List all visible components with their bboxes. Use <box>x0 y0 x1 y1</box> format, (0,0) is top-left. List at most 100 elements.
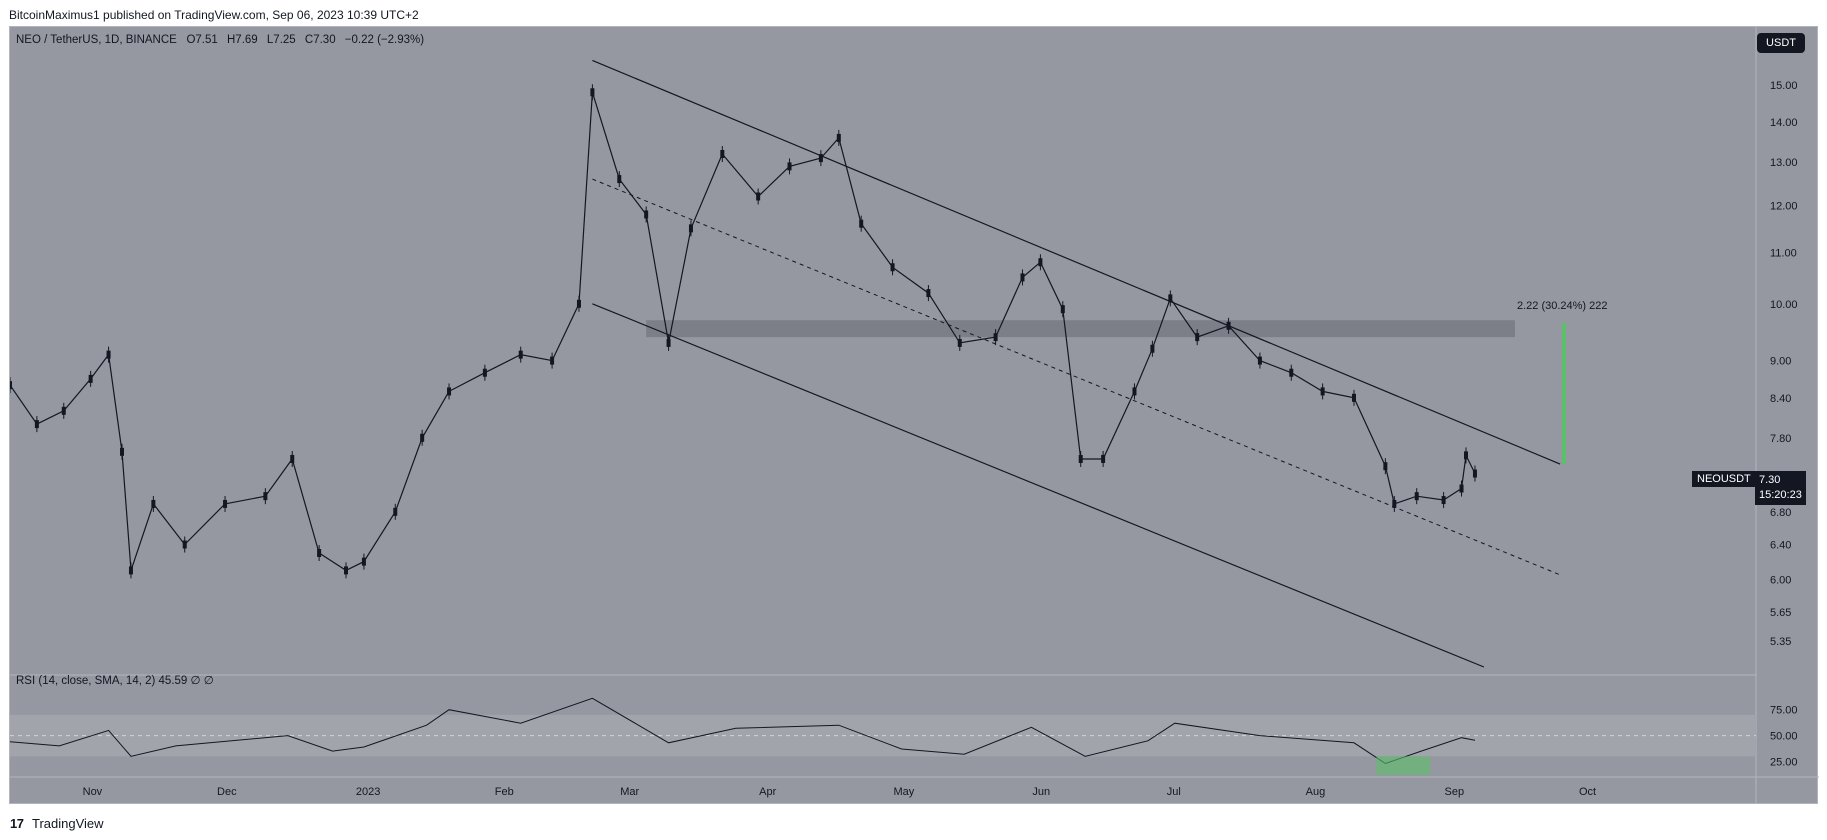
candle-body <box>818 154 823 163</box>
resistance-zone <box>646 320 1515 338</box>
price-axis-tick-label: 6.80 <box>1770 507 1791 519</box>
candle-body <box>1257 356 1262 365</box>
currency-button[interactable]: USDT <box>1757 33 1805 53</box>
channel-lower-line <box>592 303 1485 668</box>
chart-frame[interactable]: 2.22 (30.24%) 222 15.00 14.00 13.00 12.00 11.… <box>9 26 1819 805</box>
candle-body <box>1383 462 1388 471</box>
candle-body <box>1132 387 1137 396</box>
candle-body <box>10 381 12 390</box>
rsi-axis-tick-label: 25.00 <box>1770 756 1798 768</box>
published-by-text: BitcoinMaximus1 published on TradingView… <box>9 8 419 22</box>
candle-body <box>361 557 366 566</box>
time-axis-tick-label: May <box>894 786 915 798</box>
price-axis-tick-label: 12.00 <box>1770 200 1798 212</box>
candle-body <box>1195 333 1200 342</box>
candle-body <box>644 210 649 219</box>
price-axis-tick-label: 13.00 <box>1770 157 1798 169</box>
candle-body <box>151 499 156 508</box>
candle-body <box>666 338 671 347</box>
candle-body <box>926 289 931 298</box>
candle-body <box>88 374 93 383</box>
price-axis-tick-label: 5.65 <box>1770 607 1791 619</box>
candle-body <box>1414 492 1419 501</box>
time-axis-tick-label: Dec <box>217 786 237 798</box>
candle-body <box>1078 454 1083 463</box>
open-label: O <box>186 34 196 46</box>
tradingview-brand: TradingView <box>32 816 104 831</box>
candle-body <box>263 492 268 501</box>
candle-body <box>223 499 228 508</box>
time-axis-tick-label: Apr <box>759 786 776 798</box>
time-axis-tick-label: Sep <box>1445 786 1465 798</box>
candle-body <box>420 433 425 442</box>
price-series-line <box>10 92 1476 572</box>
candle-body <box>1352 393 1356 402</box>
candle-body <box>518 350 523 359</box>
measure-label: 2.22 (30.24%) 222 <box>1517 300 1608 312</box>
candle-body <box>787 162 792 171</box>
time-axis-tick-label: Feb <box>495 786 514 798</box>
bar-countdown: 15:20:23 <box>1759 489 1802 501</box>
candle-body <box>720 149 725 158</box>
high-value: 7.69 <box>235 34 258 46</box>
candle-body <box>836 133 841 142</box>
rsi-axis-tick-label: 50.00 <box>1770 731 1798 743</box>
rsi-oversold-highlight <box>1376 756 1431 775</box>
rsi-axis-tick-label: 75.00 <box>1770 705 1798 717</box>
candle-body <box>756 192 761 201</box>
price-axis-tick-label: 10.00 <box>1770 299 1798 311</box>
time-axis-tick-label: 2023 <box>356 786 380 798</box>
candle-body <box>182 540 187 549</box>
candle-body <box>859 219 864 228</box>
candle-body <box>120 447 124 456</box>
candle-body <box>1101 454 1106 463</box>
candle-body <box>590 88 595 97</box>
price-axis-tick-label: 6.00 <box>1770 574 1791 586</box>
ticker-badge: NEOUSDT <box>1692 471 1756 487</box>
candle-body <box>576 299 581 308</box>
price-axis-tick-label: 9.00 <box>1770 356 1791 368</box>
footer-bar: 17 TradingView <box>0 804 1827 840</box>
candle-body <box>317 549 322 558</box>
candle-body <box>393 507 398 516</box>
measure-bar <box>1562 322 1566 465</box>
price-axis-tick-label: 15.00 <box>1770 80 1798 92</box>
last-price-badge: 7.30 15:20:23 <box>1755 471 1806 505</box>
time-axis-tick-label: Mar <box>620 786 639 798</box>
time-axis-tick-label: Jul <box>1167 786 1181 798</box>
tradingview-logo-icon: 17 <box>10 816 24 831</box>
price-axis-tick-label: 7.80 <box>1770 433 1791 445</box>
last-price-value: 7.30 <box>1759 474 1781 486</box>
candle-body <box>1392 499 1397 508</box>
candle-body <box>1150 344 1155 353</box>
close-value: 7.30 <box>313 34 336 46</box>
channel-middle-line <box>592 178 1561 576</box>
rsi-legend: RSI (14, close, SMA, 14, 2) 45.59 ∅ ∅ <box>16 675 214 687</box>
candle-body <box>1289 368 1294 377</box>
candle-body <box>1060 305 1065 314</box>
candle-body <box>1168 294 1173 303</box>
candle-body <box>993 333 998 342</box>
symbol-name: NEO / TetherUS, 1D, BINANCE <box>16 34 177 46</box>
time-axis-tick-label: Jun <box>1032 786 1050 798</box>
candle-body <box>447 387 452 396</box>
candle-body <box>290 454 295 463</box>
price-axis-tick-label: 14.00 <box>1770 117 1798 129</box>
candle-body <box>1472 469 1477 478</box>
channel-upper-line <box>592 59 1561 465</box>
candle-body <box>1464 451 1468 460</box>
change-value: −0.22 (−2.93%) <box>344 34 425 46</box>
open-value: 7.51 <box>195 34 218 46</box>
candle-body <box>1020 273 1025 282</box>
header-bar: BitcoinMaximus1 published on TradingView… <box>0 0 1827 26</box>
price-chart[interactable]: 2.22 (30.24%) 222 15.00 14.00 13.00 12.00 11.… <box>10 27 1819 805</box>
candle-body <box>688 224 693 233</box>
time-axis-tick-label: Oct <box>1579 786 1596 798</box>
candle-body <box>1320 387 1325 396</box>
candle-body <box>550 356 555 365</box>
low-value: 7.25 <box>273 34 296 46</box>
candle-body <box>482 368 487 377</box>
candle-body <box>957 338 962 347</box>
rsi-line <box>10 697 1476 765</box>
price-axis-tick-label: 5.35 <box>1770 636 1791 648</box>
